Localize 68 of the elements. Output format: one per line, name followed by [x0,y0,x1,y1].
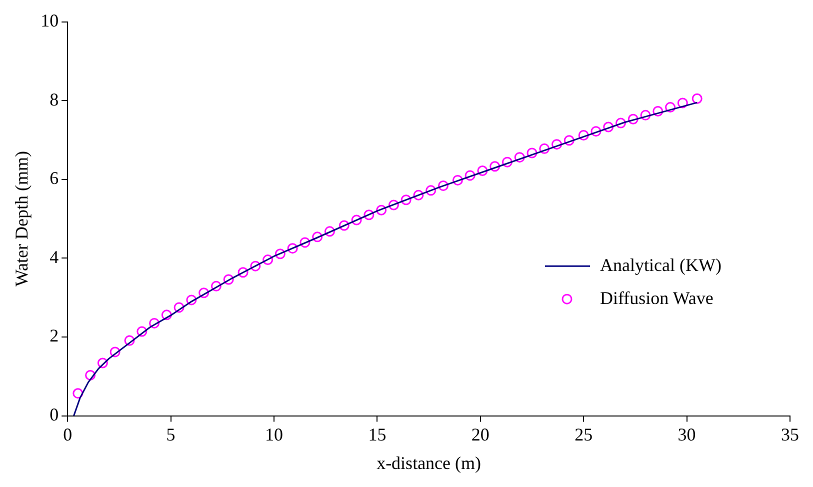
point [514,152,525,163]
point [616,118,626,128]
point [652,106,664,116]
point [526,148,538,158]
point [338,220,350,231]
point [452,174,463,186]
point [198,288,210,298]
point [640,110,651,120]
x-tick-label: 30 [678,424,696,444]
y-tick-label: 4 [50,246,59,267]
point [97,358,108,368]
point [628,114,638,124]
point [590,126,602,137]
point [324,226,335,237]
point [502,156,512,168]
point [665,102,676,113]
y-tick-label: 2 [50,326,59,346]
point [388,200,399,210]
point [578,130,589,141]
point [564,135,574,146]
y-tick-label: 8 [50,89,59,110]
point [174,302,184,313]
point [552,139,562,150]
point [161,310,172,320]
point [72,388,84,399]
point [223,274,234,285]
y-axis-title: Water Depth (mm) [12,151,32,287]
point [312,232,323,242]
point [539,143,550,154]
point [692,93,702,104]
x-tick-label: 20 [471,424,490,444]
y-tick-label: 6 [50,168,59,188]
point [85,370,96,380]
point [238,267,248,278]
x-tick-label: 5 [166,424,176,444]
legend-label: Diffusion Wave [600,288,714,308]
point [376,204,387,216]
point [287,243,298,254]
x-tick-label: 15 [368,424,386,444]
point [603,122,614,132]
point [149,318,160,328]
point [364,210,374,220]
point [186,294,197,306]
point [250,260,261,272]
x-tick-label: 10 [265,424,283,444]
point [426,185,436,196]
point [413,190,424,200]
point [438,180,448,191]
point [677,98,688,108]
y-tick-label: 10 [40,10,59,31]
point [262,254,274,266]
point [124,335,135,346]
x-tick-label: 25 [574,424,593,444]
x-axis-title: x-distance (m) [376,452,482,473]
y-tick-label: 0 [50,404,59,425]
x-tick-label: 35 [781,424,799,444]
point [136,326,148,337]
point [400,194,412,206]
legend-label: Analytical (KW) [600,254,722,275]
x-tick-label: 0 [63,424,72,444]
point [490,161,500,172]
point [464,170,476,181]
point [110,346,120,358]
point [477,165,488,176]
point [351,214,362,226]
point [210,280,222,292]
point [274,248,286,260]
point [300,237,310,248]
